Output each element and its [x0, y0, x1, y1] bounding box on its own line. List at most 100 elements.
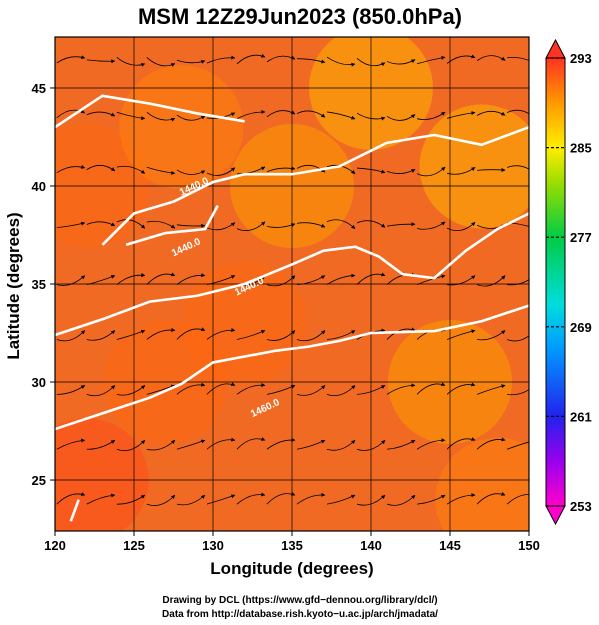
streamline: [506, 335, 529, 342]
streamline: [236, 53, 266, 65]
streamline: [86, 164, 116, 172]
height-contour: [69, 499, 80, 522]
streamline: [446, 329, 476, 340]
streamline: [236, 166, 266, 175]
colorbar-max-arrow: [545, 38, 566, 59]
colorbar-tick-label: 253: [570, 499, 592, 514]
streamline: [296, 385, 326, 396]
streamline: [386, 327, 416, 340]
streamline: [116, 385, 146, 396]
y-tick-label: 45: [32, 81, 46, 96]
streamline: [266, 110, 296, 118]
streamline: [206, 167, 236, 176]
streamline: [506, 493, 529, 505]
streamline: [506, 165, 529, 170]
streamline: [236, 330, 266, 340]
credit-data: Data from http://database.rish.kyoto−u.a…: [162, 609, 438, 620]
streamline: [176, 494, 206, 506]
streamline: [326, 219, 356, 229]
streamline: [476, 384, 506, 395]
streamline: [56, 55, 86, 64]
streamline: [236, 437, 266, 450]
streamline: [296, 330, 326, 342]
x-axis-label: Longitude (degrees): [210, 559, 373, 578]
y-tick-label: 35: [32, 277, 46, 292]
streamline: [176, 327, 206, 340]
streamline: [116, 57, 146, 67]
streamline: [416, 55, 446, 65]
streamline: [417, 494, 446, 505]
streamline: [416, 274, 446, 285]
streamline: [146, 166, 176, 175]
streamline: [296, 439, 326, 450]
streamline: [116, 219, 146, 229]
streamline: [386, 439, 416, 450]
streamline: [176, 59, 206, 64]
colorbar-ticks: 293 285 277 269 261 253: [546, 51, 592, 514]
streamline: [56, 438, 86, 450]
y-tick-label: 40: [32, 179, 46, 194]
streamline: [386, 222, 416, 227]
x-tick-label: 150: [518, 538, 540, 553]
y-tick-label: 30: [32, 375, 46, 390]
streamline: [116, 329, 146, 340]
streamline: [146, 327, 176, 340]
streamline: [386, 114, 416, 121]
streamline: [56, 330, 86, 342]
temperature-sample: [419, 104, 529, 229]
streamline: [236, 382, 266, 395]
streamline: [446, 111, 476, 119]
colorbar-min-arrow: [545, 505, 566, 526]
temperature-sample: [119, 65, 244, 190]
streamline: [146, 57, 176, 67]
y-axis-label: Latitude (degrees): [4, 212, 23, 359]
streamline: [326, 330, 356, 340]
streamline: [386, 169, 416, 174]
streamline: [296, 58, 326, 64]
streamline: [176, 114, 206, 121]
streamline: [386, 59, 416, 65]
credit-drawing: Drawing by DCL (https://www.gfd−dennou.o…: [162, 595, 437, 606]
streamline: [296, 222, 326, 228]
streamline: [266, 330, 296, 341]
height-contour: [101, 125, 529, 246]
streamline: [116, 439, 146, 452]
x-tick-label: 135: [281, 538, 303, 553]
streamline: [507, 56, 529, 61]
streamline: [326, 56, 356, 67]
streamline: [86, 330, 116, 341]
streamline: [416, 111, 446, 121]
streamline: [326, 111, 356, 120]
streamline: [266, 384, 296, 395]
streamline: [116, 165, 146, 174]
streamline: [206, 328, 236, 340]
streamline: [56, 492, 86, 505]
streamline: [86, 385, 116, 397]
streamline: [266, 491, 296, 505]
y-axis: 25 30 35 40 45: [32, 81, 55, 488]
streamline: [266, 437, 296, 450]
streamline: [206, 437, 236, 450]
streamline: [477, 330, 506, 341]
streamline: [146, 384, 176, 395]
streamline: [176, 169, 206, 175]
streamline: [416, 221, 446, 230]
streamline: [416, 382, 446, 395]
streamline: [56, 221, 86, 229]
grid: [55, 37, 529, 531]
y-tick-label: 25: [32, 473, 46, 488]
streamline: [476, 491, 506, 505]
streamline: [116, 111, 146, 121]
height-contour: [55, 304, 529, 431]
streamline: [86, 111, 116, 117]
streamline: [477, 167, 506, 172]
streamline: [146, 272, 176, 285]
streamline: [266, 223, 296, 228]
streamline: [146, 220, 176, 229]
streamline: [296, 492, 326, 505]
streamline: [206, 494, 236, 505]
colorbar-tick-label: 261: [570, 409, 592, 424]
streamline: [176, 382, 206, 395]
